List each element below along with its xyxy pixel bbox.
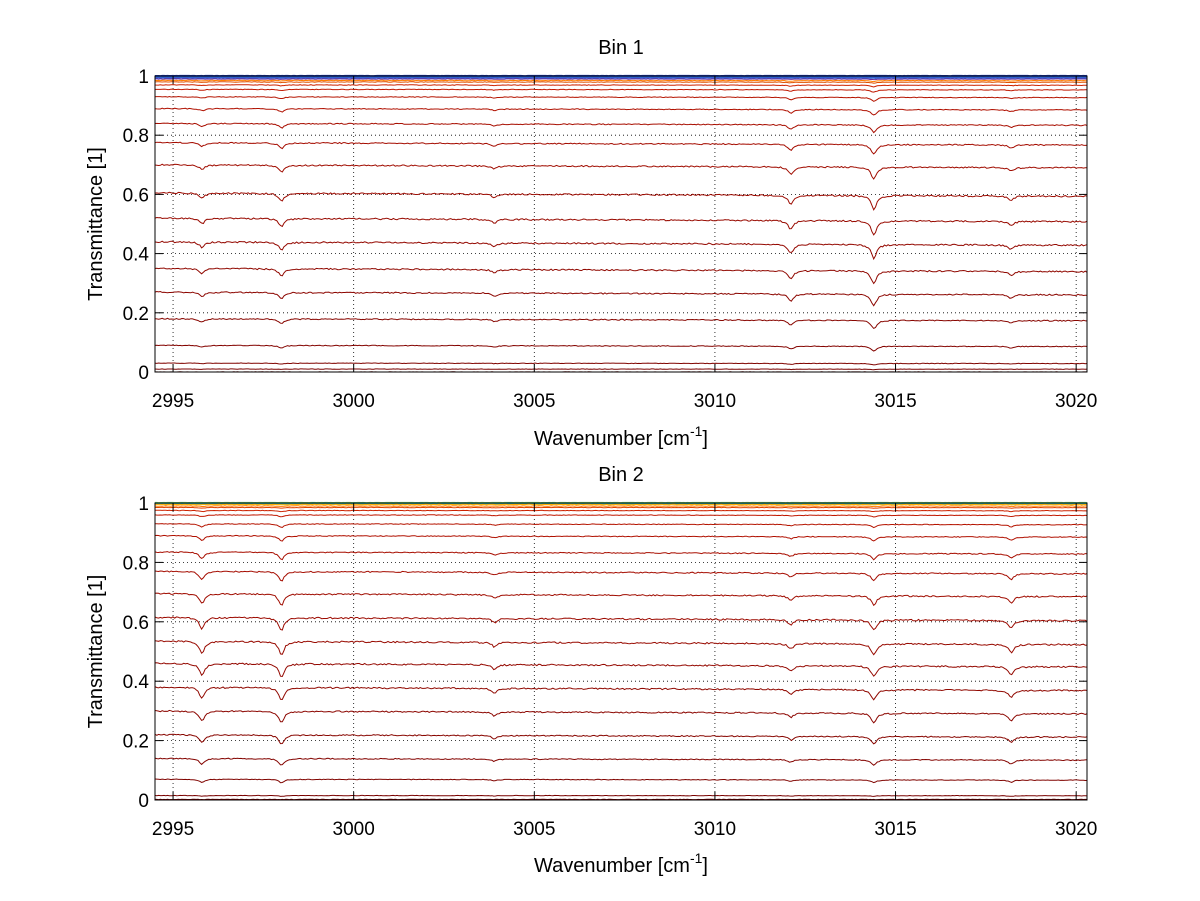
- x-tick-label: 3000: [333, 819, 375, 840]
- chart-title: Bin 1: [598, 37, 644, 59]
- plot-area: [155, 503, 1087, 800]
- y-tick-label: 1: [138, 67, 149, 88]
- y-axis-label: Transmittance [1]: [85, 575, 107, 729]
- x-axis-label-superscript: -1: [690, 850, 703, 866]
- series-line-3: [154, 78, 1088, 81]
- y-tick-label: 0.2: [123, 304, 149, 325]
- series-line-8: [154, 95, 1088, 102]
- series-line-19: [154, 757, 1088, 766]
- x-tick-label: 3015: [874, 391, 916, 412]
- series-line-18: [154, 317, 1088, 330]
- y-tick-label: 0: [138, 363, 149, 384]
- series-line-16: [154, 686, 1088, 701]
- series-line-3: [155, 503, 1087, 506]
- y-tick-label: 1: [138, 494, 149, 515]
- x-axis-label-superscript: -1: [690, 423, 703, 439]
- x-tick-label: 3005: [513, 819, 555, 840]
- axes-box: [154, 75, 1088, 373]
- y-tick-label: 0.4: [123, 245, 150, 266]
- x-axis-label-end: ]: [702, 428, 708, 450]
- x-tick-label: 2995: [152, 391, 194, 412]
- series-line-10: [154, 122, 1088, 134]
- x-ticks: 2995 3000 3005 3010 3015 3020: [152, 503, 1097, 840]
- chart-bin-2: 2995 3000 3005 3010 3015 3020 0 0.2 0.4 0.6 0.8 1 Bi…: [85, 464, 1097, 877]
- x-tick-label: 2995: [152, 819, 194, 840]
- series-line-7: [155, 88, 1088, 93]
- x-tick-label: 3015: [874, 819, 916, 840]
- series-line-14: [154, 640, 1088, 656]
- x-tick-label: 3020: [1055, 391, 1097, 412]
- series-line-9: [154, 107, 1088, 116]
- x-axis-label-main: Wavenumber [cm: [534, 855, 690, 877]
- series-line-5: [154, 81, 1088, 84]
- series-line-7: [154, 514, 1088, 518]
- series-line-15: [154, 240, 1088, 261]
- series-line-11: [154, 141, 1088, 155]
- x-tick-label: 3010: [694, 819, 736, 840]
- y-ticks: 0 0.2 0.4 0.6 0.8 1: [123, 494, 1087, 812]
- series-line-6: [154, 84, 1087, 88]
- y-tick-label: 0.8: [123, 126, 149, 147]
- series-line-21: [154, 794, 1088, 797]
- series-line-17: [154, 290, 1087, 307]
- series-line-20: [154, 778, 1088, 784]
- x-axis-label-end: ]: [702, 855, 708, 877]
- series-line-10: [154, 551, 1088, 561]
- plot-area: [155, 76, 1087, 372]
- y-tick-label: 0.6: [123, 185, 149, 206]
- x-tick-label: 3005: [513, 391, 555, 412]
- x-axis-label-main: Wavenumber [cm: [534, 428, 690, 450]
- series-line-4: [155, 79, 1088, 83]
- series-line-19: [154, 344, 1088, 352]
- chart-title: Bin 2: [598, 464, 644, 486]
- axes-box: [154, 502, 1088, 801]
- series-line-2: [154, 502, 1088, 506]
- y-tick-label: 0.8: [123, 553, 149, 574]
- x-ticks: 2995 3000 3005 3010 3015 3020: [152, 76, 1097, 412]
- series-line-16: [154, 267, 1088, 285]
- x-tick-label: 3000: [333, 391, 375, 412]
- y-tick-label: 0.6: [123, 613, 149, 634]
- x-tick-label: 3020: [1055, 819, 1097, 840]
- y-tick-label: 0.2: [123, 732, 149, 753]
- series-line-11: [154, 570, 1088, 582]
- series-line-12: [154, 163, 1088, 180]
- series-line-5: [154, 506, 1088, 509]
- y-ticks: 0 0.2 0.4 0.6 0.8 1: [123, 67, 1087, 384]
- series-line-18: [154, 733, 1088, 745]
- series-line-15: [154, 662, 1088, 678]
- series-line-13: [154, 191, 1088, 211]
- series-line-13: [154, 616, 1088, 631]
- series-line-6: [155, 509, 1088, 513]
- y-axis-label: Transmittance [1]: [85, 147, 107, 301]
- x-axis-label: Wavenumber [cm-1]: [534, 423, 708, 450]
- series-line-8: [154, 523, 1088, 529]
- chart-bin-1: 2995 3000 3005 3010 3015 3020 0 0.2 0.4 0.6 0.8 1 Bi…: [85, 37, 1097, 450]
- x-axis-label: Wavenumber [cm-1]: [534, 850, 708, 877]
- series-line-21: [154, 368, 1088, 371]
- series-line-4: [154, 505, 1088, 508]
- y-tick-label: 0.4: [123, 672, 150, 693]
- series-line-14: [154, 216, 1088, 236]
- series-line-2: [154, 76, 1088, 80]
- series-line-20: [154, 362, 1088, 366]
- series-line-17: [154, 709, 1088, 724]
- x-tick-label: 3010: [694, 391, 736, 412]
- series-line-12: [154, 592, 1088, 607]
- y-tick-label: 0: [138, 791, 149, 812]
- series-line-9: [154, 534, 1088, 542]
